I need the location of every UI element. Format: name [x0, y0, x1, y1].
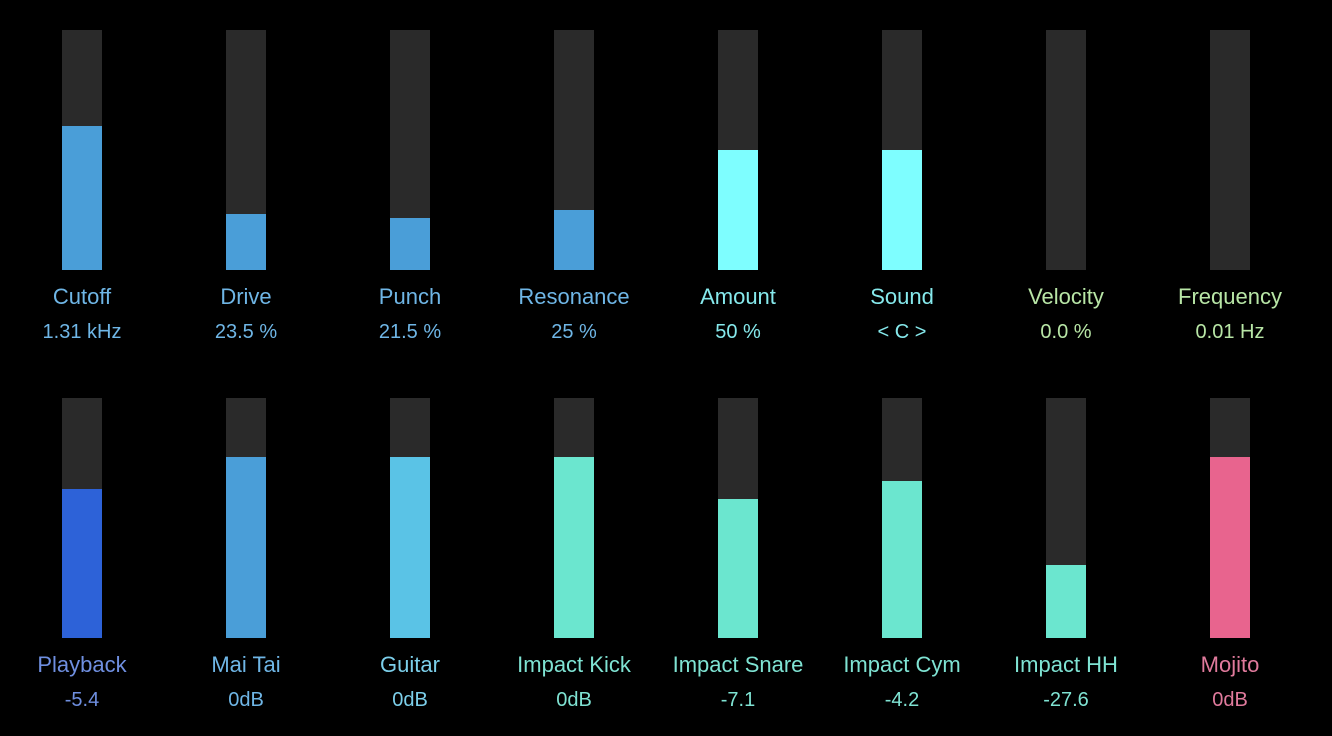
strip-punch: Punch 21.5 % — [328, 30, 492, 360]
drive-value: 23.5 % — [214, 321, 278, 343]
strip-velocity: Velocity 0.0 % — [984, 30, 1148, 360]
mixer-row: Playback -5.4 Mai Tai 0dB Guitar 0dB Imp… — [0, 398, 1332, 736]
punch-label: Punch — [378, 284, 442, 309]
impact-kick-label: Impact Kick — [517, 652, 631, 677]
punch-slider[interactable] — [390, 30, 430, 270]
impact-cym-fader-fill — [882, 480, 922, 638]
strip-impact-hh: Impact HH -27.6 — [984, 398, 1148, 728]
cutoff-label: Cutoff — [52, 284, 112, 309]
playback-fader-fill — [62, 489, 102, 638]
mai-tai-fader-fill — [226, 456, 266, 638]
impact-hh-label: Impact HH — [1014, 652, 1118, 677]
parameter-row: Cutoff 1.31 kHz Drive 23.5 % Punch 21.5 … — [0, 30, 1332, 370]
strip-cutoff: Cutoff 1.31 kHz — [0, 30, 164, 360]
resonance-label: Resonance — [518, 284, 630, 309]
amount-value: 50 % — [715, 321, 761, 343]
cutoff-value: 1.31 kHz — [42, 321, 122, 343]
impact-hh-value: -27.6 — [1043, 689, 1089, 711]
impact-snare-label: Impact Snare — [672, 652, 804, 677]
strip-drive: Drive 23.5 % — [164, 30, 328, 360]
playback-fader[interactable] — [62, 398, 102, 638]
resonance-slider-fill — [554, 210, 594, 270]
drive-slider-fill — [226, 213, 266, 270]
mojito-label: Mojito — [1200, 652, 1260, 677]
guitar-label: Guitar — [380, 652, 440, 677]
strip-mojito: Mojito 0dB — [1148, 398, 1312, 728]
amount-slider-fill — [718, 150, 758, 270]
guitar-fader[interactable] — [390, 398, 430, 638]
guitar-value: 0dB — [392, 689, 428, 711]
impact-snare-value: -7.1 — [720, 689, 756, 711]
drive-slider[interactable] — [226, 30, 266, 270]
sound-label: Sound — [870, 284, 934, 309]
amount-slider[interactable] — [718, 30, 758, 270]
strip-playback: Playback -5.4 — [0, 398, 164, 728]
cutoff-slider-fill — [62, 126, 102, 270]
guitar-fader-fill — [390, 456, 430, 638]
impact-hh-fader[interactable] — [1046, 398, 1086, 638]
punch-slider-fill — [390, 218, 430, 270]
impact-kick-fader[interactable] — [554, 398, 594, 638]
punch-value: 21.5 % — [378, 321, 442, 343]
velocity-label: Velocity — [1028, 284, 1104, 309]
mojito-fader[interactable] — [1210, 398, 1250, 638]
playback-label: Playback — [37, 652, 127, 677]
strip-mai-tai: Mai Tai 0dB — [164, 398, 328, 728]
impact-cym-label: Impact Cym — [843, 652, 961, 677]
impact-hh-fader-fill — [1046, 564, 1086, 638]
mai-tai-value: 0dB — [228, 689, 264, 711]
strip-impact-kick: Impact Kick 0dB — [492, 398, 656, 728]
amount-label: Amount — [700, 284, 776, 309]
strip-impact-snare: Impact Snare -7.1 — [656, 398, 820, 728]
frequency-value: 0.01 Hz — [1195, 321, 1265, 343]
sound-slider-fill — [882, 150, 922, 270]
resonance-slider[interactable] — [554, 30, 594, 270]
resonance-value: 25 % — [551, 321, 597, 343]
strip-sound: Sound < C > — [820, 30, 984, 360]
velocity-slider[interactable] — [1046, 30, 1086, 270]
sound-slider[interactable] — [882, 30, 922, 270]
impact-snare-fader[interactable] — [718, 398, 758, 638]
velocity-value: 0.0 % — [1040, 321, 1092, 343]
mojito-fader-fill — [1210, 456, 1250, 638]
impact-kick-fader-fill — [554, 456, 594, 638]
mojito-value: 0dB — [1212, 689, 1248, 711]
impact-snare-fader-fill — [718, 498, 758, 638]
sound-value[interactable]: < C > — [877, 321, 927, 343]
strip-frequency: Frequency 0.01 Hz — [1148, 30, 1312, 360]
mai-tai-fader[interactable] — [226, 398, 266, 638]
mai-tai-label: Mai Tai — [211, 652, 281, 677]
strip-resonance: Resonance 25 % — [492, 30, 656, 360]
strip-guitar: Guitar 0dB — [328, 398, 492, 728]
cutoff-slider[interactable] — [62, 30, 102, 270]
impact-cym-value: -4.2 — [884, 689, 920, 711]
frequency-slider[interactable] — [1210, 30, 1250, 270]
playback-value: -5.4 — [64, 689, 100, 711]
strip-amount: Amount 50 % — [656, 30, 820, 360]
impact-cym-fader[interactable] — [882, 398, 922, 638]
impact-kick-value: 0dB — [556, 689, 592, 711]
drive-label: Drive — [220, 284, 272, 309]
strip-impact-cym: Impact Cym -4.2 — [820, 398, 984, 728]
frequency-label: Frequency — [1178, 284, 1282, 309]
